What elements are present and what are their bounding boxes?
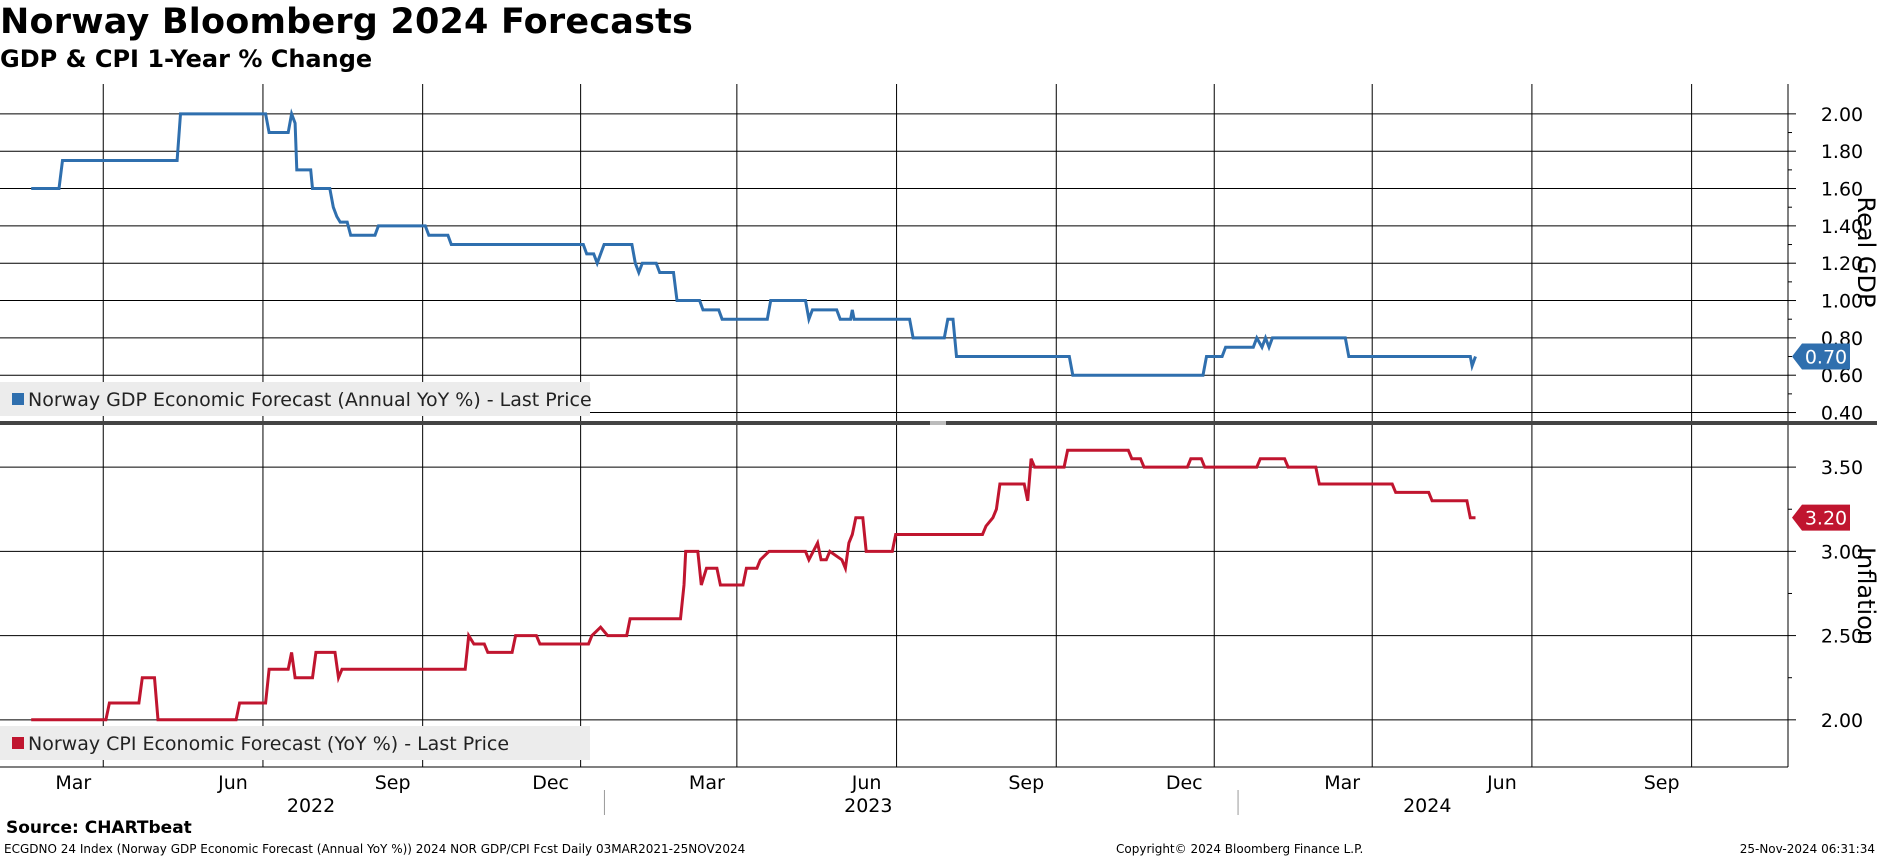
x-month-label-8: Mar	[1324, 772, 1360, 794]
bottom-axis-title: Inflation	[1852, 547, 1877, 645]
x-month-label-5: Jun	[851, 772, 882, 794]
top-y-tick-label-5: 1.40	[1821, 216, 1863, 238]
top-axis-title: Real GDP	[1852, 197, 1877, 308]
footer-left: ECGDNO 24 Index (Norway GDP Economic For…	[4, 842, 746, 856]
chart-title: Norway Bloomberg 2024 Forecasts	[0, 2, 694, 42]
footer-copyright: Copyright© 2024 Bloomberg Finance L.P.	[1116, 842, 1364, 856]
chart-subtitle: GDP & CPI 1-Year % Change	[0, 45, 373, 73]
top-y-tick-label-4: 1.20	[1821, 253, 1863, 275]
x-month-label-4: Mar	[689, 772, 725, 794]
x-month-label-1: Jun	[217, 772, 248, 794]
chart-canvas: 0.400.600.801.001.201.401.601.802.00Real…	[0, 84, 1877, 815]
bottom-y-tick-label-3: 3.50	[1821, 457, 1863, 479]
top-y-tick-label-7: 1.80	[1821, 141, 1863, 163]
top-y-tick-label-0: 0.40	[1821, 403, 1863, 425]
x-month-label-2: Sep	[375, 772, 411, 794]
x-year-label-0: 2022	[287, 795, 335, 815]
panel-splitter-handle[interactable]	[930, 421, 946, 425]
top-y-tick-label-3: 1.00	[1821, 291, 1863, 313]
x-month-label-9: Jun	[1486, 772, 1517, 794]
bottom-legend-swatch	[12, 737, 24, 749]
bottom-legend-label: Norway CPI Economic Forecast (YoY %) - L…	[28, 733, 509, 755]
x-year-label-2: 2024	[1403, 795, 1451, 815]
x-year-label-1: 2023	[844, 795, 892, 815]
top-y-tick-label-6: 1.60	[1821, 179, 1863, 201]
top-legend-box	[0, 382, 590, 416]
top-series-line	[31, 108, 1477, 377]
x-month-label-10: Sep	[1644, 772, 1680, 794]
top-legend-swatch	[12, 393, 24, 405]
bottom-legend-box	[0, 726, 590, 760]
top-y-tick-label-8: 2.00	[1821, 104, 1863, 126]
x-month-label-6: Sep	[1008, 772, 1044, 794]
x-month-label-0: Mar	[55, 772, 91, 794]
bottom-y-tick-label-2: 3.00	[1821, 541, 1863, 563]
footer-timestamp: 25-Nov-2024 06:31:34	[1739, 842, 1875, 856]
bottom-last-value-tag	[1792, 504, 1850, 531]
source-note: Source: CHARTbeat	[6, 818, 192, 838]
x-month-label-7: Dec	[1166, 772, 1203, 794]
top-last-value-tag	[1792, 343, 1850, 370]
bottom-series-line	[31, 448, 1476, 722]
top-y-tick-label-1: 0.60	[1821, 365, 1863, 387]
bottom-y-tick-label-1: 2.50	[1821, 626, 1863, 648]
top-legend-label: Norway GDP Economic Forecast (Annual YoY…	[28, 389, 592, 411]
bottom-y-tick-label-0: 2.00	[1821, 710, 1863, 732]
x-month-label-3: Dec	[532, 772, 569, 794]
bottom-last-value-label: 3.20	[1805, 508, 1847, 530]
top-last-value-label: 0.70	[1805, 347, 1847, 369]
